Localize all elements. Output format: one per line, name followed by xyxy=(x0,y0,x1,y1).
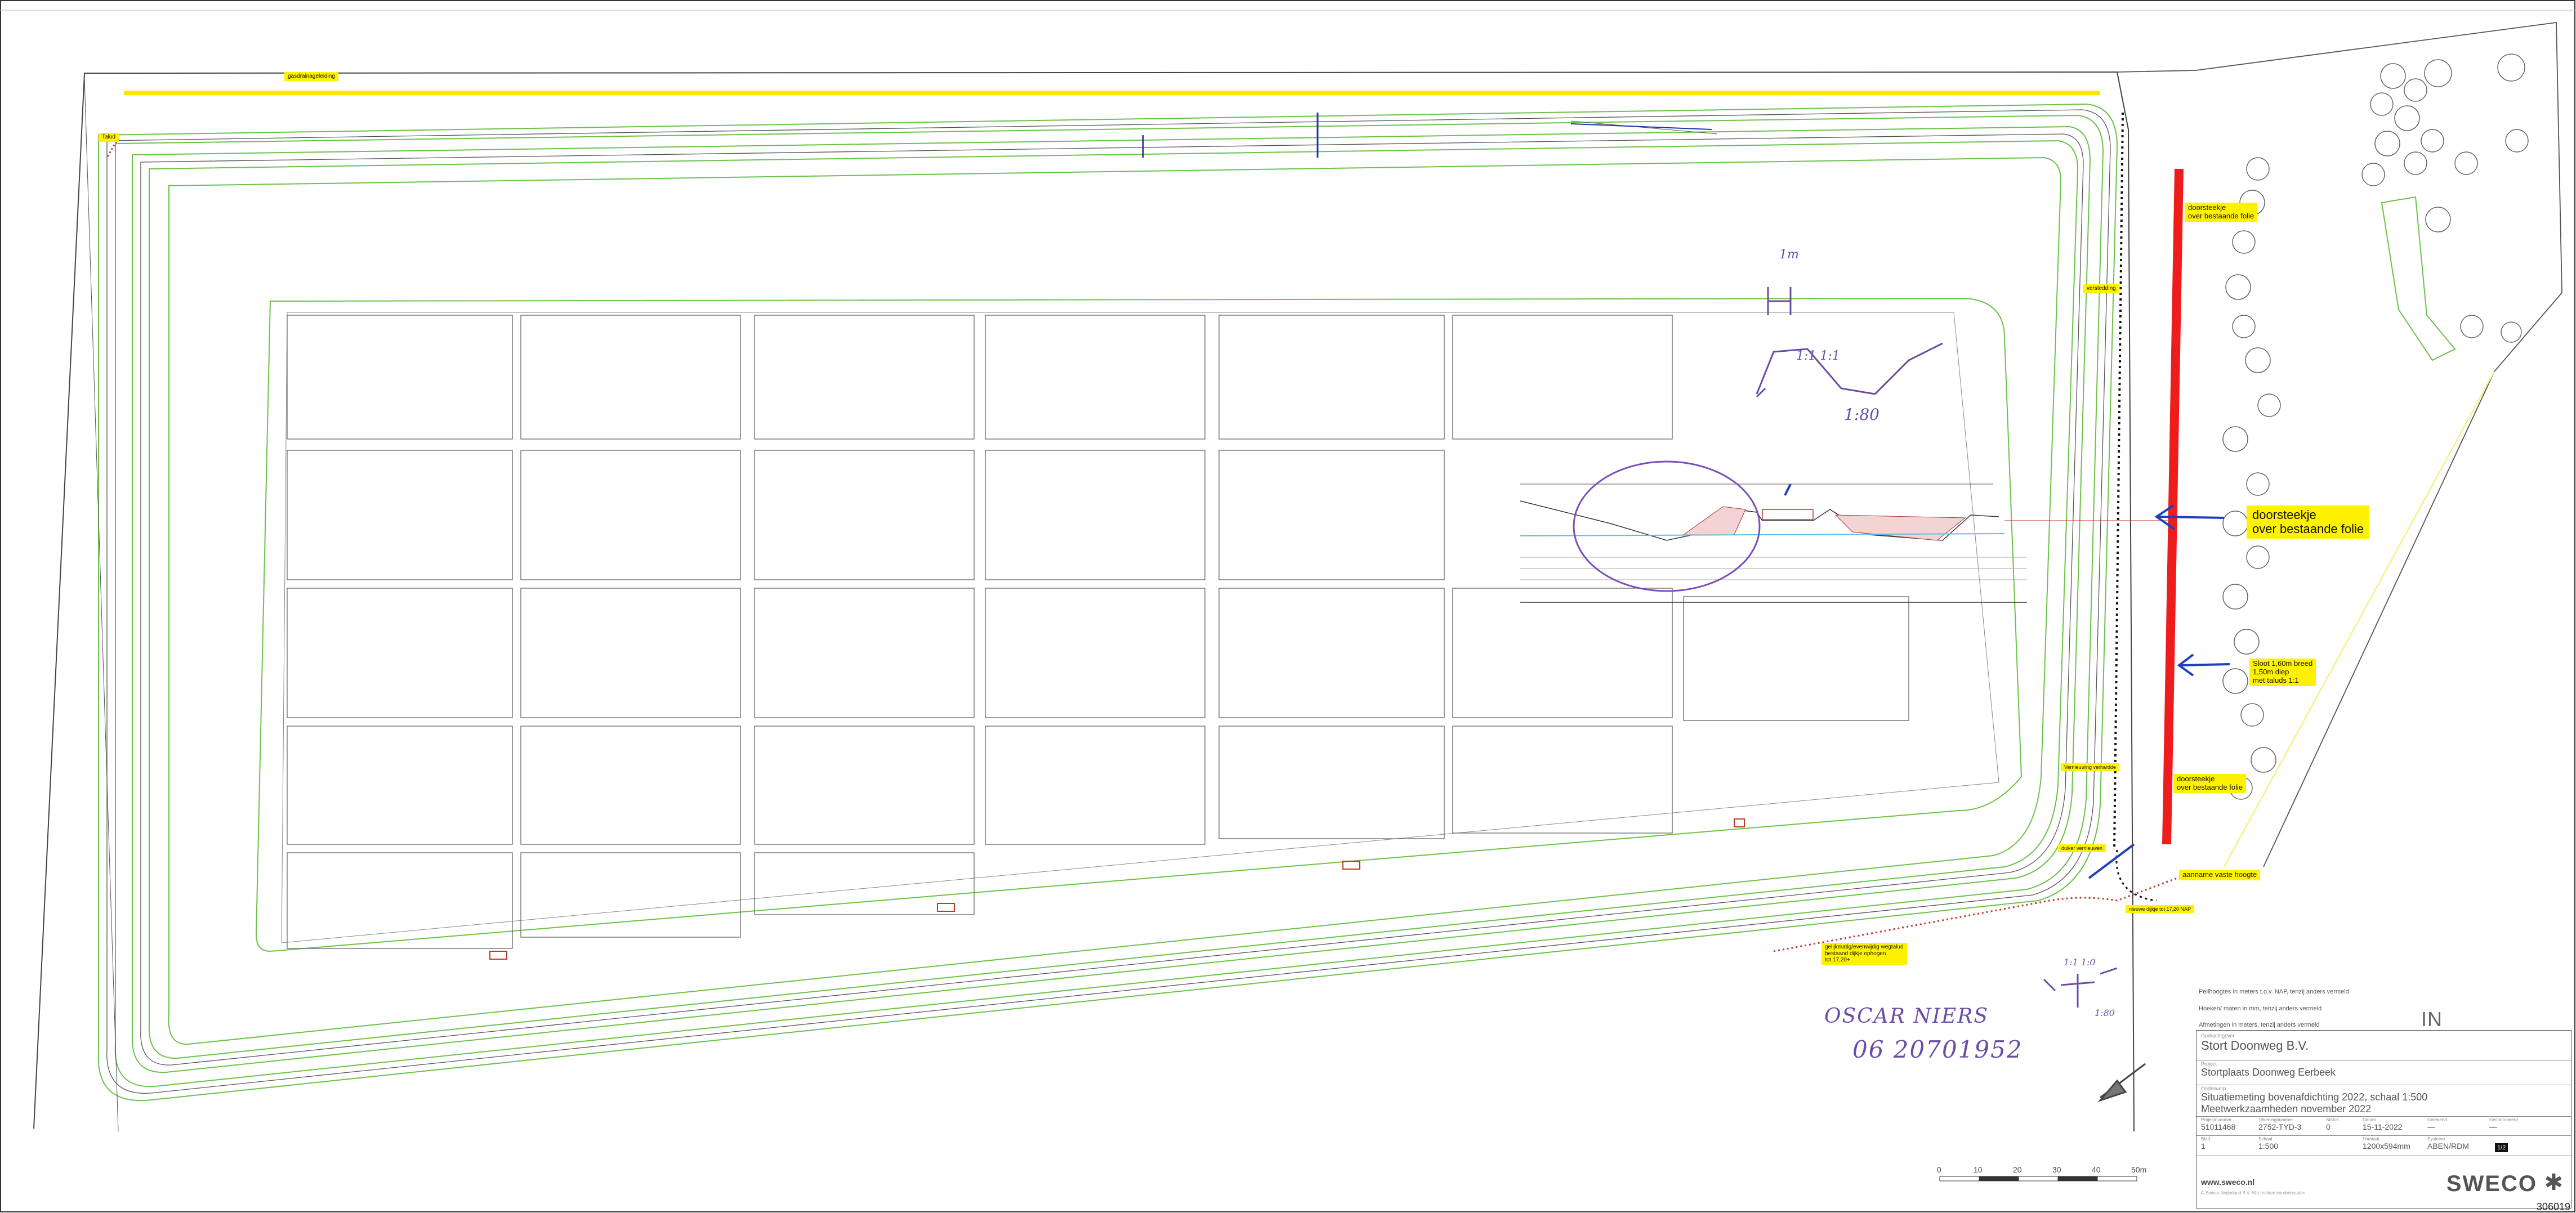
cell-drawing-number: Tekeningnummer 2752-TYD-3 xyxy=(2258,1117,2302,1131)
drawing-legend: Peilhoogtes in meters t.o.v. NAP, tenzij… xyxy=(2199,979,2349,1030)
note-doorsteekje-large: doorsteekje over bestaande folie xyxy=(2247,505,2370,539)
scale-tick-30: 30 xyxy=(2052,1165,2061,1174)
scale-bar-graphic xyxy=(1939,1176,2137,1181)
cell-checked-by: Gecontroleerd — xyxy=(2489,1117,2518,1131)
handwritten-sketch xyxy=(1756,287,2146,1103)
blue-arrows xyxy=(1784,484,2230,879)
note-vernieuwing: Vernieuwing verhardde xyxy=(2061,763,2120,772)
scale-tick-10: 10 xyxy=(1974,1165,1983,1174)
handwritten-sketch-ratio: 1:1 1:1 xyxy=(1796,349,1840,363)
note-nieuwe-dijk: nieuwe dijkje tot 17,20 NAP xyxy=(2126,905,2195,914)
subject-caption: Onderwerp xyxy=(2201,1086,2226,1091)
red-dotted-line xyxy=(1773,874,2185,952)
site-boundary xyxy=(33,71,2135,1132)
handwritten-sketch-b-slope: 1:80 xyxy=(2095,1008,2115,1018)
handwritten-name: OSCAR NIERS xyxy=(1824,1005,1989,1028)
embankment-contours xyxy=(97,103,2118,1102)
note-bottom-dike: gelijkmatig/evenwijdig wegtalud bestaand… xyxy=(1821,943,1907,965)
trees xyxy=(2222,53,2529,800)
note-top-left: Talud xyxy=(99,133,119,142)
plateau-grid xyxy=(287,315,1909,949)
client-name: Stort Doonweg B.V. xyxy=(2201,1039,2309,1053)
scale-tick-50: 50m xyxy=(2131,1165,2147,1174)
scale-tick-40: 40 xyxy=(2092,1165,2101,1174)
copyright-footer: © Sweco Nederland B.V. Alle rechten voor… xyxy=(2201,1190,2306,1196)
cell-format: Formaat 1200x594mm xyxy=(2363,1136,2410,1151)
note-aanname: aanname vaste hoogte xyxy=(2179,870,2261,880)
client-caption: Opdrachtgever xyxy=(2201,1033,2235,1039)
subject-line-1: Situatiemeting bovenafdichting 2022, sch… xyxy=(2201,1091,2428,1103)
title-block: Opdrachtgever Stort Doonweg B.V. Project… xyxy=(2196,1030,2571,1208)
cross-section-inset xyxy=(1520,460,2168,603)
legend-line-1: Peilhoogtes in meters t.o.v. NAP, tenzij… xyxy=(2199,988,2349,995)
sheet-number: 1/2 xyxy=(2495,1143,2508,1152)
note-verstedding: verstedding xyxy=(2083,284,2119,293)
note-gas-drainage: gasdrainageleiding xyxy=(284,72,338,81)
note-duiker: duiker vernieuwen xyxy=(2058,844,2106,853)
note-doorsteekje-bottom: doorsteekje over bestaande folie xyxy=(2173,774,2247,793)
note-sloot: Sloot 1,60m breed 1,50m diep met taluds … xyxy=(2249,659,2316,686)
handwritten-sketch-height: 1m xyxy=(1779,248,1799,262)
legend-line-2: Hoeken/ maten in mm, tenzij anders verme… xyxy=(2199,1005,2322,1012)
sweco-logo-icon: ✱ xyxy=(2544,1170,2563,1195)
cell-date: Datum 15-11-2022 xyxy=(2363,1117,2403,1131)
note-doorsteekje-top: doorsteekje over bestaande folie xyxy=(2185,203,2258,222)
cell-project-number: Projectnummer 51011468 xyxy=(2201,1117,2236,1131)
project-name: Stortplaats Doonweg Eerbeek xyxy=(2201,1067,2336,1078)
handwritten-phone: 06 20701952 xyxy=(1852,1036,2023,1063)
handwritten-sketch-b-ratio: 1:1 1:0 xyxy=(2064,957,2096,968)
scale-tick-20: 20 xyxy=(2013,1165,2022,1174)
company-website: www.sweco.nl xyxy=(2201,1178,2255,1187)
plateau-contour xyxy=(255,297,2023,952)
handwritten-sketch-slope: 1:80 xyxy=(1844,405,1879,424)
cell-system: Systeem ABEN/RDM xyxy=(2427,1136,2469,1151)
cell-status: Status 0 xyxy=(2326,1117,2339,1131)
cell-drawn-by: Getekend — xyxy=(2427,1117,2447,1131)
project-caption: Project xyxy=(2201,1061,2217,1067)
subject-line-2: Meetwerkzaamheden november 2022 xyxy=(2201,1103,2372,1114)
scale-tick-0: 0 xyxy=(1937,1165,1941,1174)
cell-sheet: Blad 1 xyxy=(2201,1136,2211,1151)
cell-scale: Schaal 1:500 xyxy=(2258,1136,2279,1151)
legend-line-3: Afmetingen in meters, tenzij anders verm… xyxy=(2199,1022,2320,1029)
sweco-logo: SWECO xyxy=(2446,1171,2537,1196)
drawing-reference-number: 306019 xyxy=(2536,1201,2570,1212)
